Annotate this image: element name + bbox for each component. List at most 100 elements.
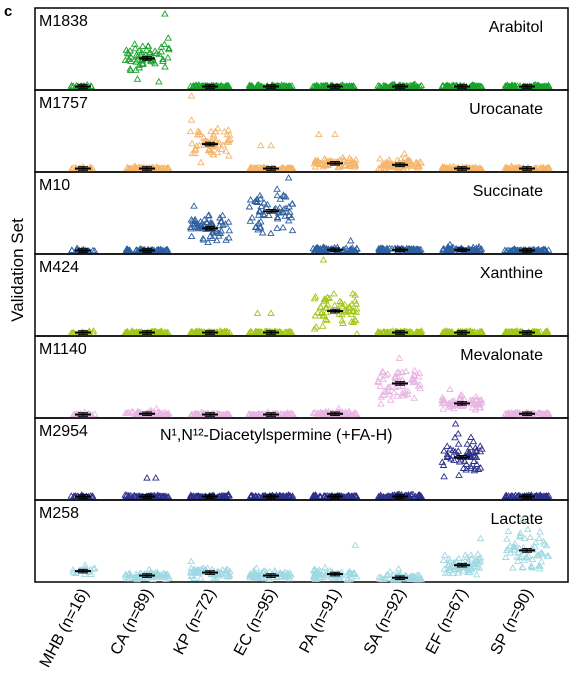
data-point: [446, 385, 454, 392]
data-point: [261, 567, 269, 574]
data-point: [406, 245, 414, 252]
data-point: [449, 569, 457, 577]
strip-1: [122, 245, 172, 255]
mean-marker: [519, 84, 535, 89]
data-point: [165, 44, 173, 51]
data-point: [313, 410, 321, 417]
data-point: [511, 410, 519, 417]
data-point: [310, 325, 319, 332]
data-point: [188, 139, 196, 147]
data-point: [537, 557, 546, 565]
mean-marker: [202, 330, 218, 335]
data-point: [335, 163, 343, 171]
mean-marker: [392, 381, 408, 386]
data-point: [214, 124, 222, 132]
data-point: [69, 568, 78, 576]
mean-marker: [202, 141, 218, 147]
mean-marker: [75, 166, 91, 171]
strip-3: [245, 81, 296, 91]
data-point: [131, 44, 140, 52]
data-point: [543, 82, 551, 90]
data-point: [91, 410, 99, 417]
data-point: [516, 533, 524, 540]
data-point: [394, 382, 402, 389]
data-point: [249, 410, 258, 417]
data-point: [152, 404, 161, 412]
data-point: [468, 404, 477, 411]
data-point: [246, 570, 255, 577]
strip-0: [67, 327, 98, 337]
mean-marker: [519, 548, 535, 553]
data-point: [346, 237, 355, 244]
data-point: [379, 368, 387, 376]
data-point: [153, 570, 162, 577]
strip-5: [374, 327, 426, 337]
data-point: [349, 82, 358, 89]
data-point: [158, 573, 167, 580]
data-point: [416, 574, 425, 581]
data-point: [462, 466, 470, 473]
strip-4: [309, 404, 361, 419]
x-tick-label: SP (n=90): [488, 586, 537, 658]
data-point: [330, 301, 339, 308]
data-point: [245, 410, 253, 417]
data-point: [194, 410, 203, 418]
data-point: [81, 561, 89, 568]
data-point: [347, 162, 355, 169]
data-point: [133, 56, 141, 63]
data-point: [309, 409, 318, 416]
outlier-point: [267, 141, 275, 149]
data-point: [348, 300, 356, 307]
data-point: [375, 82, 384, 89]
data-point: [209, 150, 217, 158]
panel-frame: [34, 499, 569, 583]
data-point: [374, 164, 383, 172]
data-point: [251, 328, 260, 336]
panel-m2954: M2954 N¹,N¹²-Diacetylspermine (+FA-H): [34, 417, 569, 501]
strip-0: [69, 561, 99, 578]
strip-6: [439, 240, 486, 255]
data-point: [476, 442, 484, 449]
x-tick-label: EC (n=95): [231, 586, 280, 659]
data-point: [523, 554, 531, 561]
data-point: [311, 312, 320, 319]
data-point: [384, 159, 393, 167]
x-tick-label: MHB (n=16): [37, 586, 93, 671]
data-point: [384, 383, 393, 390]
data-point: [258, 229, 267, 236]
data-point: [216, 214, 224, 221]
data-point: [508, 492, 517, 499]
data-point: [390, 388, 398, 396]
data-point: [319, 573, 328, 580]
data-point: [271, 566, 279, 574]
mean-marker: [75, 84, 91, 89]
data-point: [510, 82, 518, 89]
data-point: [456, 394, 465, 402]
data-point: [392, 373, 400, 380]
data-point: [386, 492, 394, 500]
mean-marker: [327, 411, 343, 417]
data-point: [208, 409, 217, 417]
data-point: [330, 289, 338, 297]
data-point: [145, 49, 154, 57]
data-point: [542, 164, 550, 172]
data-point: [219, 141, 227, 148]
mean-marker: [392, 494, 408, 499]
data-point: [506, 83, 514, 90]
strip-6: [439, 534, 485, 578]
data-point: [316, 303, 325, 310]
data-point: [279, 223, 287, 231]
data-point: [375, 246, 384, 254]
data-point: [536, 562, 544, 569]
data-point: [226, 135, 234, 142]
data-point: [160, 40, 169, 48]
panel-code: M258: [39, 505, 79, 522]
data-point: [466, 568, 474, 575]
mean-marker: [75, 494, 91, 499]
data-point: [69, 566, 77, 573]
data-point: [321, 409, 330, 416]
data-point: [446, 246, 455, 253]
data-point: [156, 246, 164, 254]
data-point: [526, 533, 534, 541]
data-point: [402, 160, 411, 167]
